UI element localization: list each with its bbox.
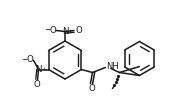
- Text: −: −: [44, 26, 51, 34]
- Text: +: +: [41, 67, 46, 72]
- Text: O: O: [88, 84, 95, 93]
- Text: O: O: [34, 80, 40, 89]
- Text: N: N: [62, 27, 68, 36]
- Text: +: +: [68, 29, 73, 34]
- Text: N: N: [35, 65, 42, 74]
- Text: NH: NH: [106, 62, 119, 71]
- Text: O: O: [49, 26, 56, 35]
- Text: −: −: [21, 56, 28, 64]
- Text: O: O: [27, 56, 33, 64]
- Text: O: O: [75, 26, 82, 35]
